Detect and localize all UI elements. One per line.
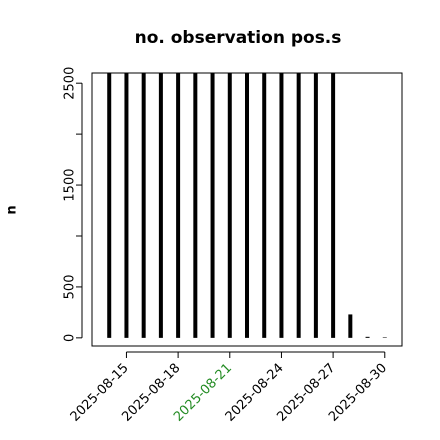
y-axis-label: n (5, 205, 20, 214)
y-tick-label: 500 (63, 275, 78, 300)
y-tick-label: 0 (63, 334, 78, 342)
chart-title: no. observation pos.s (135, 28, 342, 48)
y-tick-label: 1500 (63, 169, 78, 202)
y-tick-label: 2500 (63, 67, 78, 100)
